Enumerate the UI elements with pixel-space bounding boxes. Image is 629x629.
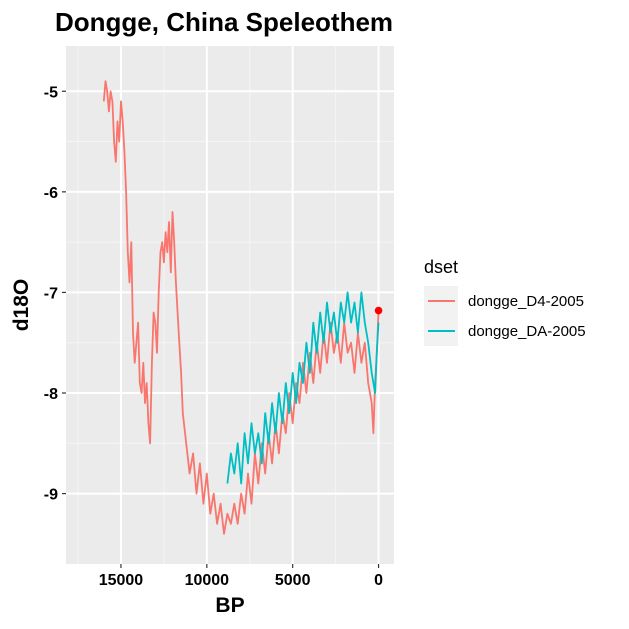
legend-label: dongge_D4-2005 [468, 293, 584, 310]
x-tick-label: 0 [374, 572, 383, 589]
x-tick-label: 5000 [275, 572, 311, 589]
series-layer [102, 80, 380, 535]
y-tick-label: -6 [44, 185, 58, 202]
y-axis-ticks: -9 -8 -7 -6 -5 [44, 84, 66, 504]
y-tick-label: -8 [44, 386, 58, 403]
chart-title: Dongge, China Speleothem [55, 7, 393, 37]
plot-panel [66, 46, 394, 564]
x-tick-label: 15000 [99, 572, 144, 589]
y-tick-label: -5 [44, 84, 58, 101]
legend: dset dongge_D4-2005 dongge_DA-2005 [424, 257, 586, 346]
series-line-1 [102, 80, 380, 535]
series-line-2 [226, 291, 380, 485]
x-axis-ticks: 15000 10000 5000 0 [99, 564, 383, 589]
legend-entries: dongge_D4-2005 dongge_DA-2005 [424, 286, 586, 346]
x-axis-title: BP [215, 594, 244, 617]
x-tick-label: 10000 [185, 572, 230, 589]
highlight-point [374, 306, 383, 315]
legend-label: dongge_DA-2005 [468, 323, 586, 340]
legend-title: dset [424, 257, 458, 277]
y-axis-title: d18O [10, 279, 33, 332]
y-tick-label: -7 [44, 285, 58, 302]
y-tick-label: -9 [44, 487, 58, 504]
point-layer [374, 306, 383, 315]
